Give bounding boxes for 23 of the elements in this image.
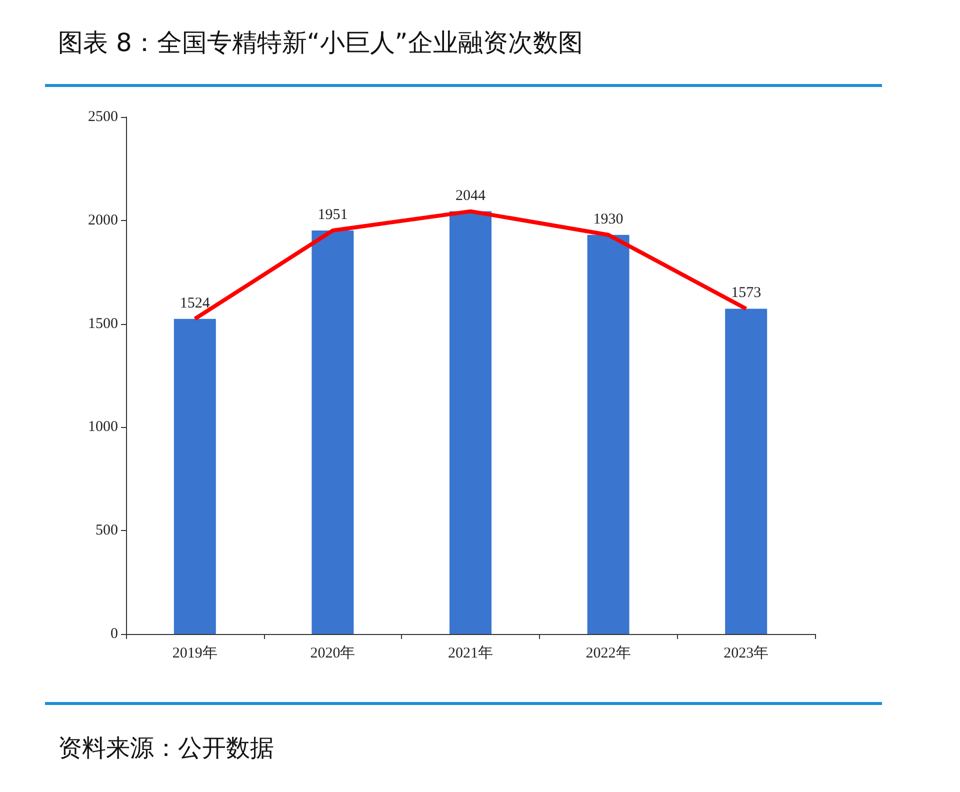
bar <box>312 230 354 634</box>
data-label: 1930 <box>593 211 624 228</box>
bar <box>450 211 492 634</box>
bar <box>174 318 216 634</box>
y-tick-label: 1500 <box>88 316 118 332</box>
y-tick-label: 500 <box>96 522 118 539</box>
data-label: 2044 <box>456 188 486 204</box>
x-tick-label: 2020年 <box>310 644 356 662</box>
bar <box>587 234 630 634</box>
chart-title: 图表 8：全国专精特新“小巨人”企业融资次数图 <box>58 27 583 59</box>
y-tick-label: 1000 <box>88 419 118 436</box>
text: 资料来源：公开数据 <box>58 733 274 764</box>
data-label: 1951 <box>318 207 348 224</box>
x-tick-label: 2019年 <box>172 644 218 662</box>
data-label: 1573 <box>731 285 762 302</box>
data-label: 1524 <box>180 295 210 312</box>
y-tick-label: 2500 <box>88 109 118 125</box>
x-tick-label: 2022年 <box>586 644 631 662</box>
y-tick-label: 2000 <box>88 212 118 228</box>
y-tick-label: 0 <box>110 626 118 642</box>
x-tick-label: 2021年 <box>448 644 493 662</box>
x-tick-label: 2023年 <box>724 644 769 662</box>
bar <box>725 308 768 634</box>
